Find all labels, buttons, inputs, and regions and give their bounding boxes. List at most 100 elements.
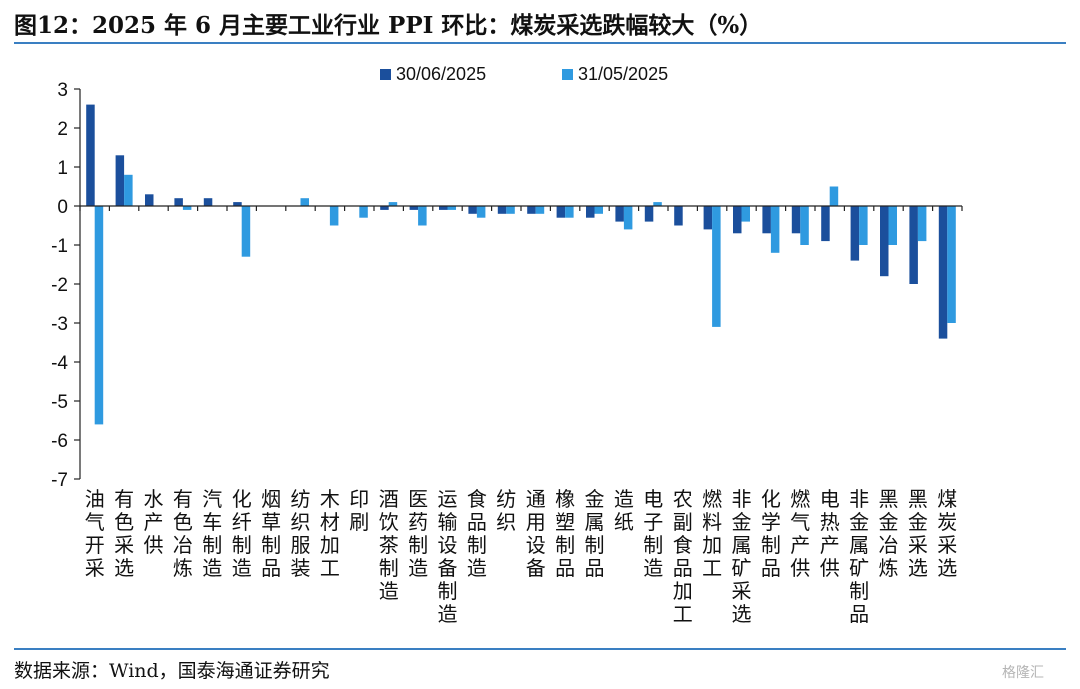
bar-june bbox=[938, 206, 948, 339]
x-axis-labels: 油气开采有色采选水产供有色冶炼汽车制造化纤制造烟草制品纺织服装木材加工印刷酒饮茶… bbox=[85, 487, 958, 626]
x-category-label: 烟草制品 bbox=[261, 487, 281, 580]
y-tick-label: 1 bbox=[57, 158, 68, 179]
bar-marks bbox=[86, 104, 956, 425]
chart-legend: 30/06/2025 31/05/2025 bbox=[380, 64, 668, 84]
bar-may bbox=[770, 206, 780, 253]
bar-june bbox=[762, 206, 771, 234]
bar-june bbox=[703, 206, 713, 230]
x-category-label: 非金属矿采选 bbox=[732, 487, 752, 626]
bar-may bbox=[888, 206, 897, 245]
bar-may bbox=[917, 206, 927, 242]
x-category-label: 纺织服装 bbox=[291, 487, 311, 580]
bar-may bbox=[388, 202, 398, 206]
bar-may bbox=[329, 206, 339, 226]
title-divider bbox=[14, 42, 1066, 44]
x-axis bbox=[79, 205, 963, 211]
bar-june bbox=[468, 206, 477, 214]
x-category-label: 化学制品 bbox=[761, 487, 781, 580]
x-category-label: 油气开采 bbox=[85, 487, 105, 580]
x-category-label: 煤炭采选 bbox=[937, 487, 957, 580]
bar-june bbox=[791, 206, 801, 234]
y-tick-label: -5 bbox=[51, 392, 68, 413]
y-tick-label: -4 bbox=[51, 353, 68, 374]
chart-title: 图12：2025 年 6 月主要工业行业 PPI 环比：煤炭采选跌幅较大（%） bbox=[14, 12, 763, 39]
y-tick-label: -2 bbox=[51, 275, 68, 296]
legend-label-may: 31/05/2025 bbox=[578, 64, 668, 84]
bar-june bbox=[556, 206, 566, 218]
bar-may bbox=[94, 206, 104, 425]
y-tick-label: -1 bbox=[51, 236, 68, 257]
bar-may bbox=[182, 206, 192, 210]
bar-may bbox=[623, 206, 633, 230]
x-category-label: 黑金冶炼 bbox=[879, 487, 899, 580]
watermark: 格隆汇 bbox=[1002, 665, 1044, 681]
x-category-label: 纺织 bbox=[496, 487, 516, 534]
bar-may bbox=[447, 206, 456, 210]
bar-june bbox=[644, 206, 654, 222]
x-category-label: 汽车制造 bbox=[202, 487, 222, 580]
bar-june bbox=[909, 206, 918, 284]
bar-may bbox=[712, 206, 721, 327]
legend-swatch-june bbox=[380, 69, 391, 80]
bar-june bbox=[439, 206, 448, 210]
y-tick-label: -7 bbox=[51, 470, 68, 491]
bar-june bbox=[850, 206, 860, 261]
bar-may bbox=[859, 206, 868, 245]
bar-may bbox=[359, 206, 368, 218]
y-axis: 3 2 1 0 -1 -2 -3 -4 -5 -6 -7 bbox=[51, 80, 81, 491]
bar-june bbox=[527, 206, 536, 214]
bar-may bbox=[418, 206, 427, 226]
bar-may bbox=[829, 186, 839, 206]
y-tick-label: 0 bbox=[57, 197, 68, 218]
bar-june bbox=[380, 206, 389, 210]
y-tick-label: 2 bbox=[57, 119, 68, 140]
footer-divider bbox=[14, 648, 1066, 650]
y-tick-label: 3 bbox=[57, 80, 68, 101]
x-category-label: 电子制造 bbox=[643, 487, 663, 580]
bar-may bbox=[741, 206, 750, 222]
bar-june bbox=[174, 198, 183, 206]
bar-may bbox=[476, 206, 486, 218]
bar-june bbox=[586, 206, 595, 218]
bar-may bbox=[506, 206, 515, 214]
legend-label-june: 30/06/2025 bbox=[396, 64, 486, 84]
x-category-label: 农副食品加工 bbox=[673, 487, 693, 626]
bar-june bbox=[233, 202, 242, 206]
bar-may bbox=[594, 206, 603, 214]
bar-may bbox=[653, 202, 662, 206]
bar-june bbox=[115, 155, 125, 206]
bar-june bbox=[615, 206, 624, 222]
x-category-label: 橡塑制品 bbox=[555, 487, 575, 580]
bar-june bbox=[203, 198, 213, 206]
bar-june bbox=[880, 206, 889, 277]
bar-june bbox=[86, 104, 95, 206]
bar-chart: 30/06/2025 31/05/2025 3 2 1 0 -1 -2 -3 -4 -5 -6 -7… bbox=[51, 64, 963, 626]
bar-june bbox=[821, 206, 830, 242]
bar-may bbox=[947, 206, 956, 323]
x-category-label: 造纸 bbox=[614, 487, 634, 534]
bar-may bbox=[565, 206, 574, 218]
x-category-label: 燃气产供 bbox=[790, 487, 810, 580]
bar-june bbox=[409, 206, 419, 210]
x-category-label: 有色采选 bbox=[114, 487, 134, 580]
x-category-label: 酒饮茶制造 bbox=[379, 487, 399, 603]
x-category-label: 有色冶炼 bbox=[173, 487, 193, 580]
bar-june bbox=[733, 206, 742, 234]
x-category-label: 水产供 bbox=[144, 487, 164, 557]
bar-may bbox=[241, 206, 251, 257]
source-note: 数据来源：Wind，国泰海通证券研究 bbox=[14, 660, 330, 682]
x-category-label: 金属制品 bbox=[585, 487, 605, 580]
x-category-label: 非金属矿制品 bbox=[849, 487, 869, 626]
x-category-label: 印刷 bbox=[349, 487, 369, 534]
x-category-label: 医药制造 bbox=[408, 487, 428, 580]
bar-june bbox=[674, 206, 683, 226]
x-category-label: 化纤制造 bbox=[232, 487, 252, 580]
legend-swatch-may bbox=[562, 69, 573, 80]
bar-june bbox=[145, 194, 154, 206]
y-tick-label: -6 bbox=[51, 431, 68, 452]
bar-may bbox=[800, 206, 809, 245]
bar-may bbox=[535, 206, 545, 214]
x-category-label: 运输设备制造 bbox=[438, 487, 458, 626]
x-category-label: 木材加工 bbox=[320, 487, 340, 580]
bar-june bbox=[497, 206, 507, 214]
